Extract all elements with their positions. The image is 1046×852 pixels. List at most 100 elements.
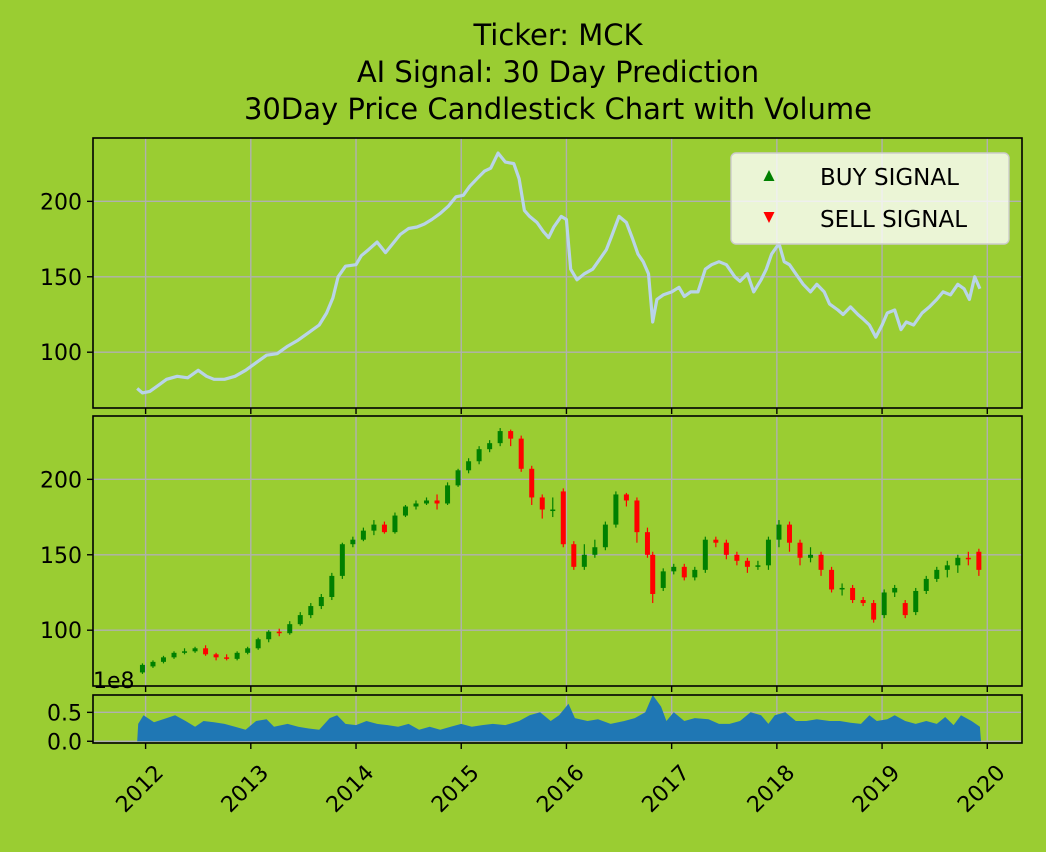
candle-body-45 xyxy=(613,494,619,525)
candle-body-79 xyxy=(965,557,971,560)
candle-body-9 xyxy=(234,652,240,659)
candle-body-29 xyxy=(445,485,451,504)
candle-body-40 xyxy=(560,491,566,545)
candle-body-49 xyxy=(650,554,656,594)
candle-body-5 xyxy=(192,648,198,652)
candle-body-44 xyxy=(602,524,608,548)
candle-body-62 xyxy=(786,524,792,543)
candle-body-55 xyxy=(713,539,719,543)
candle-ytick-label-2: 200 xyxy=(40,468,82,493)
candle-body-26 xyxy=(413,503,419,507)
candle-body-60 xyxy=(765,539,771,566)
volume-frame xyxy=(92,694,1023,744)
title-line-3: 30Day Price Candlestick Chart with Volum… xyxy=(244,92,872,126)
candle-body-11 xyxy=(255,639,261,649)
candle-body-0 xyxy=(139,664,145,673)
candle-body-32 xyxy=(476,449,482,462)
candle-body-41 xyxy=(571,544,577,567)
candle-body-14 xyxy=(287,624,293,634)
candle-body-80 xyxy=(976,551,982,570)
candle-body-7 xyxy=(213,654,219,658)
buy-signal-marker-icon xyxy=(763,170,775,181)
candle-body-16 xyxy=(308,606,314,616)
candle-body-68 xyxy=(850,587,856,601)
price-ytick-label-1: 150 xyxy=(40,266,82,291)
candle-body-70 xyxy=(871,603,877,620)
volume-ytick-label-0: 0.0 xyxy=(47,730,82,755)
candlestick-panel: 100 150 200 xyxy=(40,415,1023,692)
price-line-series xyxy=(136,151,982,395)
candle-body-66 xyxy=(829,569,835,590)
candle-body-71 xyxy=(881,592,887,616)
legend-box xyxy=(730,152,1010,245)
candle-body-20 xyxy=(350,539,356,545)
candle-body-22 xyxy=(371,524,377,531)
candle-body-56 xyxy=(723,542,729,555)
candle-body-67 xyxy=(839,587,845,590)
candle-ytick-label-0: 100 xyxy=(40,619,82,644)
candle-body-52 xyxy=(681,566,687,578)
candle-body-23 xyxy=(381,524,387,533)
candle-body-27 xyxy=(424,500,430,504)
candle-body-58 xyxy=(744,560,750,567)
title-line-2: AI Signal: 30 Day Prediction xyxy=(357,55,759,89)
candle-body-39 xyxy=(550,509,556,512)
candle-body-24 xyxy=(392,515,398,533)
candle-body-73 xyxy=(902,603,908,616)
candle-body-6 xyxy=(203,648,209,655)
price-frame xyxy=(92,137,1023,409)
candle-body-12 xyxy=(266,631,272,640)
candle-body-8 xyxy=(224,657,230,659)
candle-body-61 xyxy=(776,524,782,540)
title-line-1: Ticker: MCK xyxy=(472,18,643,52)
volume-area-series xyxy=(137,695,981,742)
volume-ytick-label-1: 0.5 xyxy=(47,701,82,726)
candle-body-64 xyxy=(808,554,814,558)
candle-body-30 xyxy=(455,470,461,486)
candle-body-28 xyxy=(434,500,440,504)
candle-body-33 xyxy=(487,443,493,450)
candle-body-37 xyxy=(529,468,535,498)
price-ytick-label-2: 200 xyxy=(40,190,82,215)
candle-body-38 xyxy=(539,497,545,510)
candle-body-42 xyxy=(581,554,587,567)
candle-frame xyxy=(92,415,1023,687)
candle-body-36 xyxy=(518,438,524,469)
candle-body-53 xyxy=(692,569,698,578)
candle-body-59 xyxy=(755,565,761,567)
candle-body-34 xyxy=(497,431,503,444)
candle-body-54 xyxy=(702,539,708,570)
candle-body-50 xyxy=(660,571,666,588)
candle-body-4 xyxy=(182,651,188,653)
candle-body-21 xyxy=(360,530,366,540)
candle-body-76 xyxy=(934,569,940,579)
legend-label-buy: BUY SIGNAL xyxy=(820,165,959,191)
candle-body-46 xyxy=(623,494,629,501)
candle-body-72 xyxy=(892,587,898,593)
candle-body-31 xyxy=(466,461,472,471)
legend: BUY SIGNAL SELL SIGNAL xyxy=(730,152,1010,245)
candle-body-75 xyxy=(923,578,929,591)
candle-body-25 xyxy=(402,506,408,516)
candle-body-15 xyxy=(297,615,303,625)
candle-body-19 xyxy=(339,544,345,576)
candle-body-63 xyxy=(797,542,803,558)
candle-body-43 xyxy=(592,547,598,555)
candle-body-1 xyxy=(150,661,156,667)
candle-body-17 xyxy=(318,597,324,607)
volume-offset-label: 1e8 xyxy=(93,669,135,694)
candle-body-3 xyxy=(171,652,177,658)
candle-body-35 xyxy=(508,431,514,439)
candle-body-69 xyxy=(860,600,866,604)
candle-body-65 xyxy=(818,554,824,570)
candle-body-77 xyxy=(944,565,950,570)
candle-body-57 xyxy=(734,554,740,561)
sell-signal-marker-icon xyxy=(763,212,775,223)
candle-body-78 xyxy=(955,557,961,566)
legend-label-sell: SELL SIGNAL xyxy=(820,207,967,233)
candle-body-48 xyxy=(644,532,650,555)
candle-body-2 xyxy=(160,657,166,662)
candle-body-13 xyxy=(276,631,282,634)
